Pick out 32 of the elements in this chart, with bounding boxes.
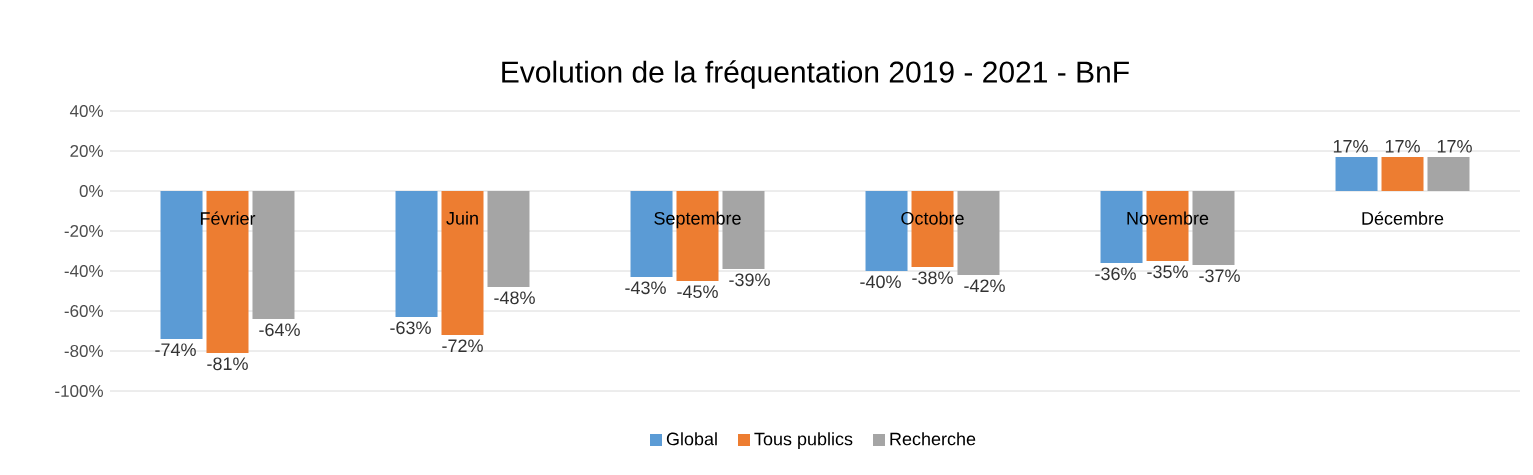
y-tick-label: -100% [55, 384, 103, 398]
legend-label: Tous publics [754, 432, 853, 449]
legend-label: Global [666, 432, 717, 446]
x-tick-label: Juin [446, 211, 478, 225]
chart-title: Evolution de la fréquentation 2019 - 2021 - BnF [502, 60, 1129, 89]
data-label: -38% [912, 271, 953, 285]
legend-label: Recherche [890, 432, 976, 446]
data-label: -36% [1095, 267, 1136, 281]
data-label: -45% [677, 285, 718, 299]
x-tick-label: Décembre [1362, 211, 1444, 225]
y-tick-label: 0% [79, 184, 103, 198]
data-label: -42% [964, 279, 1005, 293]
y-tick-label: 40% [69, 104, 103, 118]
data-label: -63% [390, 321, 431, 335]
data-label: -64% [259, 323, 300, 337]
data-label: -37% [1199, 269, 1240, 283]
data-label: -40% [860, 275, 901, 289]
y-tick-label: 20% [70, 144, 103, 158]
y-tick-label: -60% [64, 304, 103, 318]
data-label: -81% [207, 357, 248, 371]
y-tick-label: -40% [64, 264, 103, 278]
data-label: -43% [625, 281, 666, 295]
data-label: -39% [729, 273, 770, 287]
data-label: -74% [155, 343, 196, 356]
data-label: -35% [1147, 265, 1188, 279]
data-label: 17% [1437, 140, 1472, 153]
y-tick-label: -80% [64, 344, 103, 358]
data-label: -72% [442, 339, 483, 353]
data-label: 17% [1333, 140, 1368, 153]
data-label: -48% [494, 291, 535, 305]
y-tick-label: -20% [64, 224, 103, 238]
data-label: 17% [1385, 140, 1420, 153]
